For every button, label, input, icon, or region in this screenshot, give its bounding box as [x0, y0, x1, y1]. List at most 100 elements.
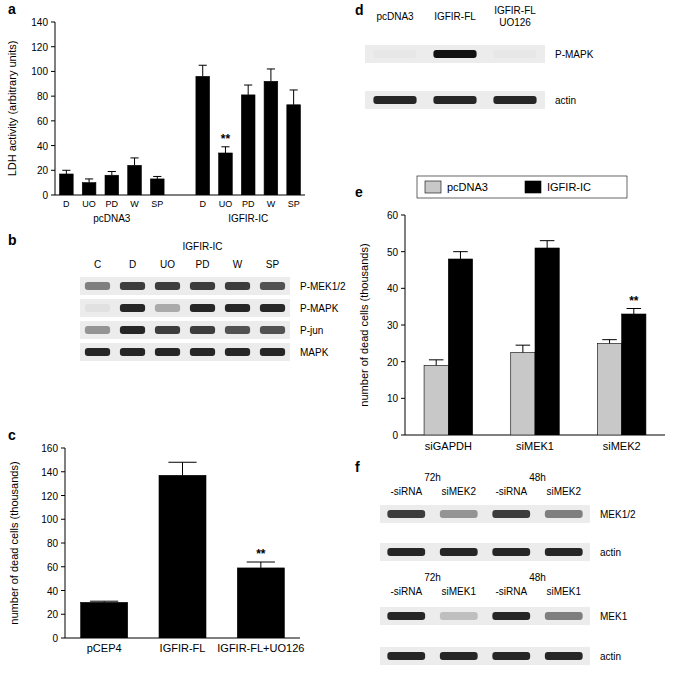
error-bar — [168, 462, 196, 475]
lane-label-line: SP — [266, 259, 280, 270]
lane-label-line: C — [94, 259, 101, 270]
band — [120, 304, 145, 312]
error-cap — [267, 68, 275, 69]
error-stem — [270, 69, 271, 81]
row-label: actin — [600, 651, 621, 662]
lane-label-line: IGFIR-FL — [434, 11, 476, 22]
error-stem — [609, 340, 610, 344]
panel-label: a — [8, 1, 16, 17]
lane-label-line: D — [129, 259, 136, 270]
lane-group-label: IGFIR-IC — [183, 241, 223, 252]
error-stem — [202, 65, 203, 76]
y-tick — [51, 120, 55, 121]
figure: a020406080100120140LDH activity (arbitra… — [0, 0, 685, 681]
band — [225, 304, 250, 312]
legend: pcDNA3IGFIR-IC — [417, 176, 627, 198]
row-label: MEK1/2 — [600, 509, 636, 520]
lane-label: siMEK1 — [547, 586, 582, 597]
error-stem — [293, 90, 294, 105]
lane-group-label: 48h — [529, 572, 546, 583]
error-bar — [267, 69, 275, 81]
band — [260, 326, 285, 334]
error-bar — [130, 158, 138, 165]
band — [387, 612, 425, 620]
error-bar — [602, 340, 617, 344]
category-label: UO — [219, 199, 233, 209]
panel-label: d — [355, 2, 364, 18]
error-stem — [522, 345, 523, 352]
annotation: ** — [629, 294, 639, 308]
bar — [81, 602, 128, 638]
y-tick — [401, 325, 405, 326]
lane-label: PD — [196, 259, 210, 270]
error-cap — [540, 240, 555, 241]
lane-label-line: siMEK1 — [547, 586, 582, 597]
error-bar — [627, 309, 642, 315]
row-label: P-jun — [300, 325, 323, 336]
category-label: PD — [242, 199, 255, 209]
category-label: D — [199, 199, 206, 209]
error-cap — [602, 339, 617, 340]
lane-label: SP — [266, 259, 280, 270]
error-bar — [244, 85, 252, 95]
lane-label: UO — [160, 259, 175, 270]
y-tick — [401, 435, 405, 436]
band — [155, 348, 180, 356]
bar — [105, 175, 119, 195]
bar — [196, 76, 210, 195]
bar-chart: c020406080100120140160number of dead cel… — [8, 427, 304, 654]
error-stem — [182, 462, 183, 475]
panel-label: e — [355, 184, 363, 200]
membrane-strip — [365, 45, 545, 63]
error-cap — [247, 562, 275, 563]
lane-label: -siRNA — [495, 486, 527, 497]
band — [190, 282, 215, 290]
panel-label: c — [8, 427, 16, 443]
y-tick-label: 20 — [47, 609, 59, 620]
y-tick — [61, 566, 65, 567]
y-tick-label: 60 — [47, 562, 59, 573]
error-stem — [66, 170, 67, 174]
band — [260, 282, 285, 290]
y-tick-label: 30 — [387, 320, 399, 331]
error-stem — [89, 179, 90, 183]
band — [190, 326, 215, 334]
bar — [511, 353, 535, 436]
band — [387, 652, 425, 660]
lane-label: siMEK1 — [442, 586, 477, 597]
y-tick — [51, 170, 55, 171]
category-label: W — [130, 199, 139, 209]
error-bar — [90, 601, 118, 602]
error-cap — [244, 85, 252, 86]
band — [440, 510, 478, 518]
error-stem — [460, 252, 461, 259]
y-tick — [61, 448, 65, 449]
lane-label: W — [233, 259, 243, 270]
band — [85, 326, 110, 334]
error-cap — [627, 308, 642, 309]
lane-label: pcDNA3 — [376, 11, 414, 22]
y-tick-label: 20 — [37, 165, 49, 176]
category-label: UO — [82, 199, 96, 209]
category-label: IGFIR-FL+UO126 — [217, 642, 304, 654]
error-cap — [90, 601, 118, 602]
band — [260, 348, 285, 356]
plot-marks — [81, 462, 285, 638]
y-tick-label: 160 — [41, 443, 58, 454]
error-stem — [248, 85, 249, 95]
band — [85, 282, 110, 290]
band — [260, 304, 285, 312]
row-label: P-MAPK — [300, 303, 339, 314]
membrane-strip — [80, 277, 290, 295]
band — [493, 96, 536, 104]
row-label: P-MAPK — [555, 49, 594, 60]
band — [433, 96, 476, 104]
lane-label-line: UO126 — [499, 17, 531, 28]
error-bar — [247, 562, 275, 568]
error-bar — [108, 172, 116, 176]
error-cap — [130, 157, 138, 158]
lane-label: -siRNA — [495, 586, 527, 597]
error-cap — [516, 345, 531, 346]
y-tick — [401, 398, 405, 399]
y-tick-label: 40 — [387, 283, 399, 294]
